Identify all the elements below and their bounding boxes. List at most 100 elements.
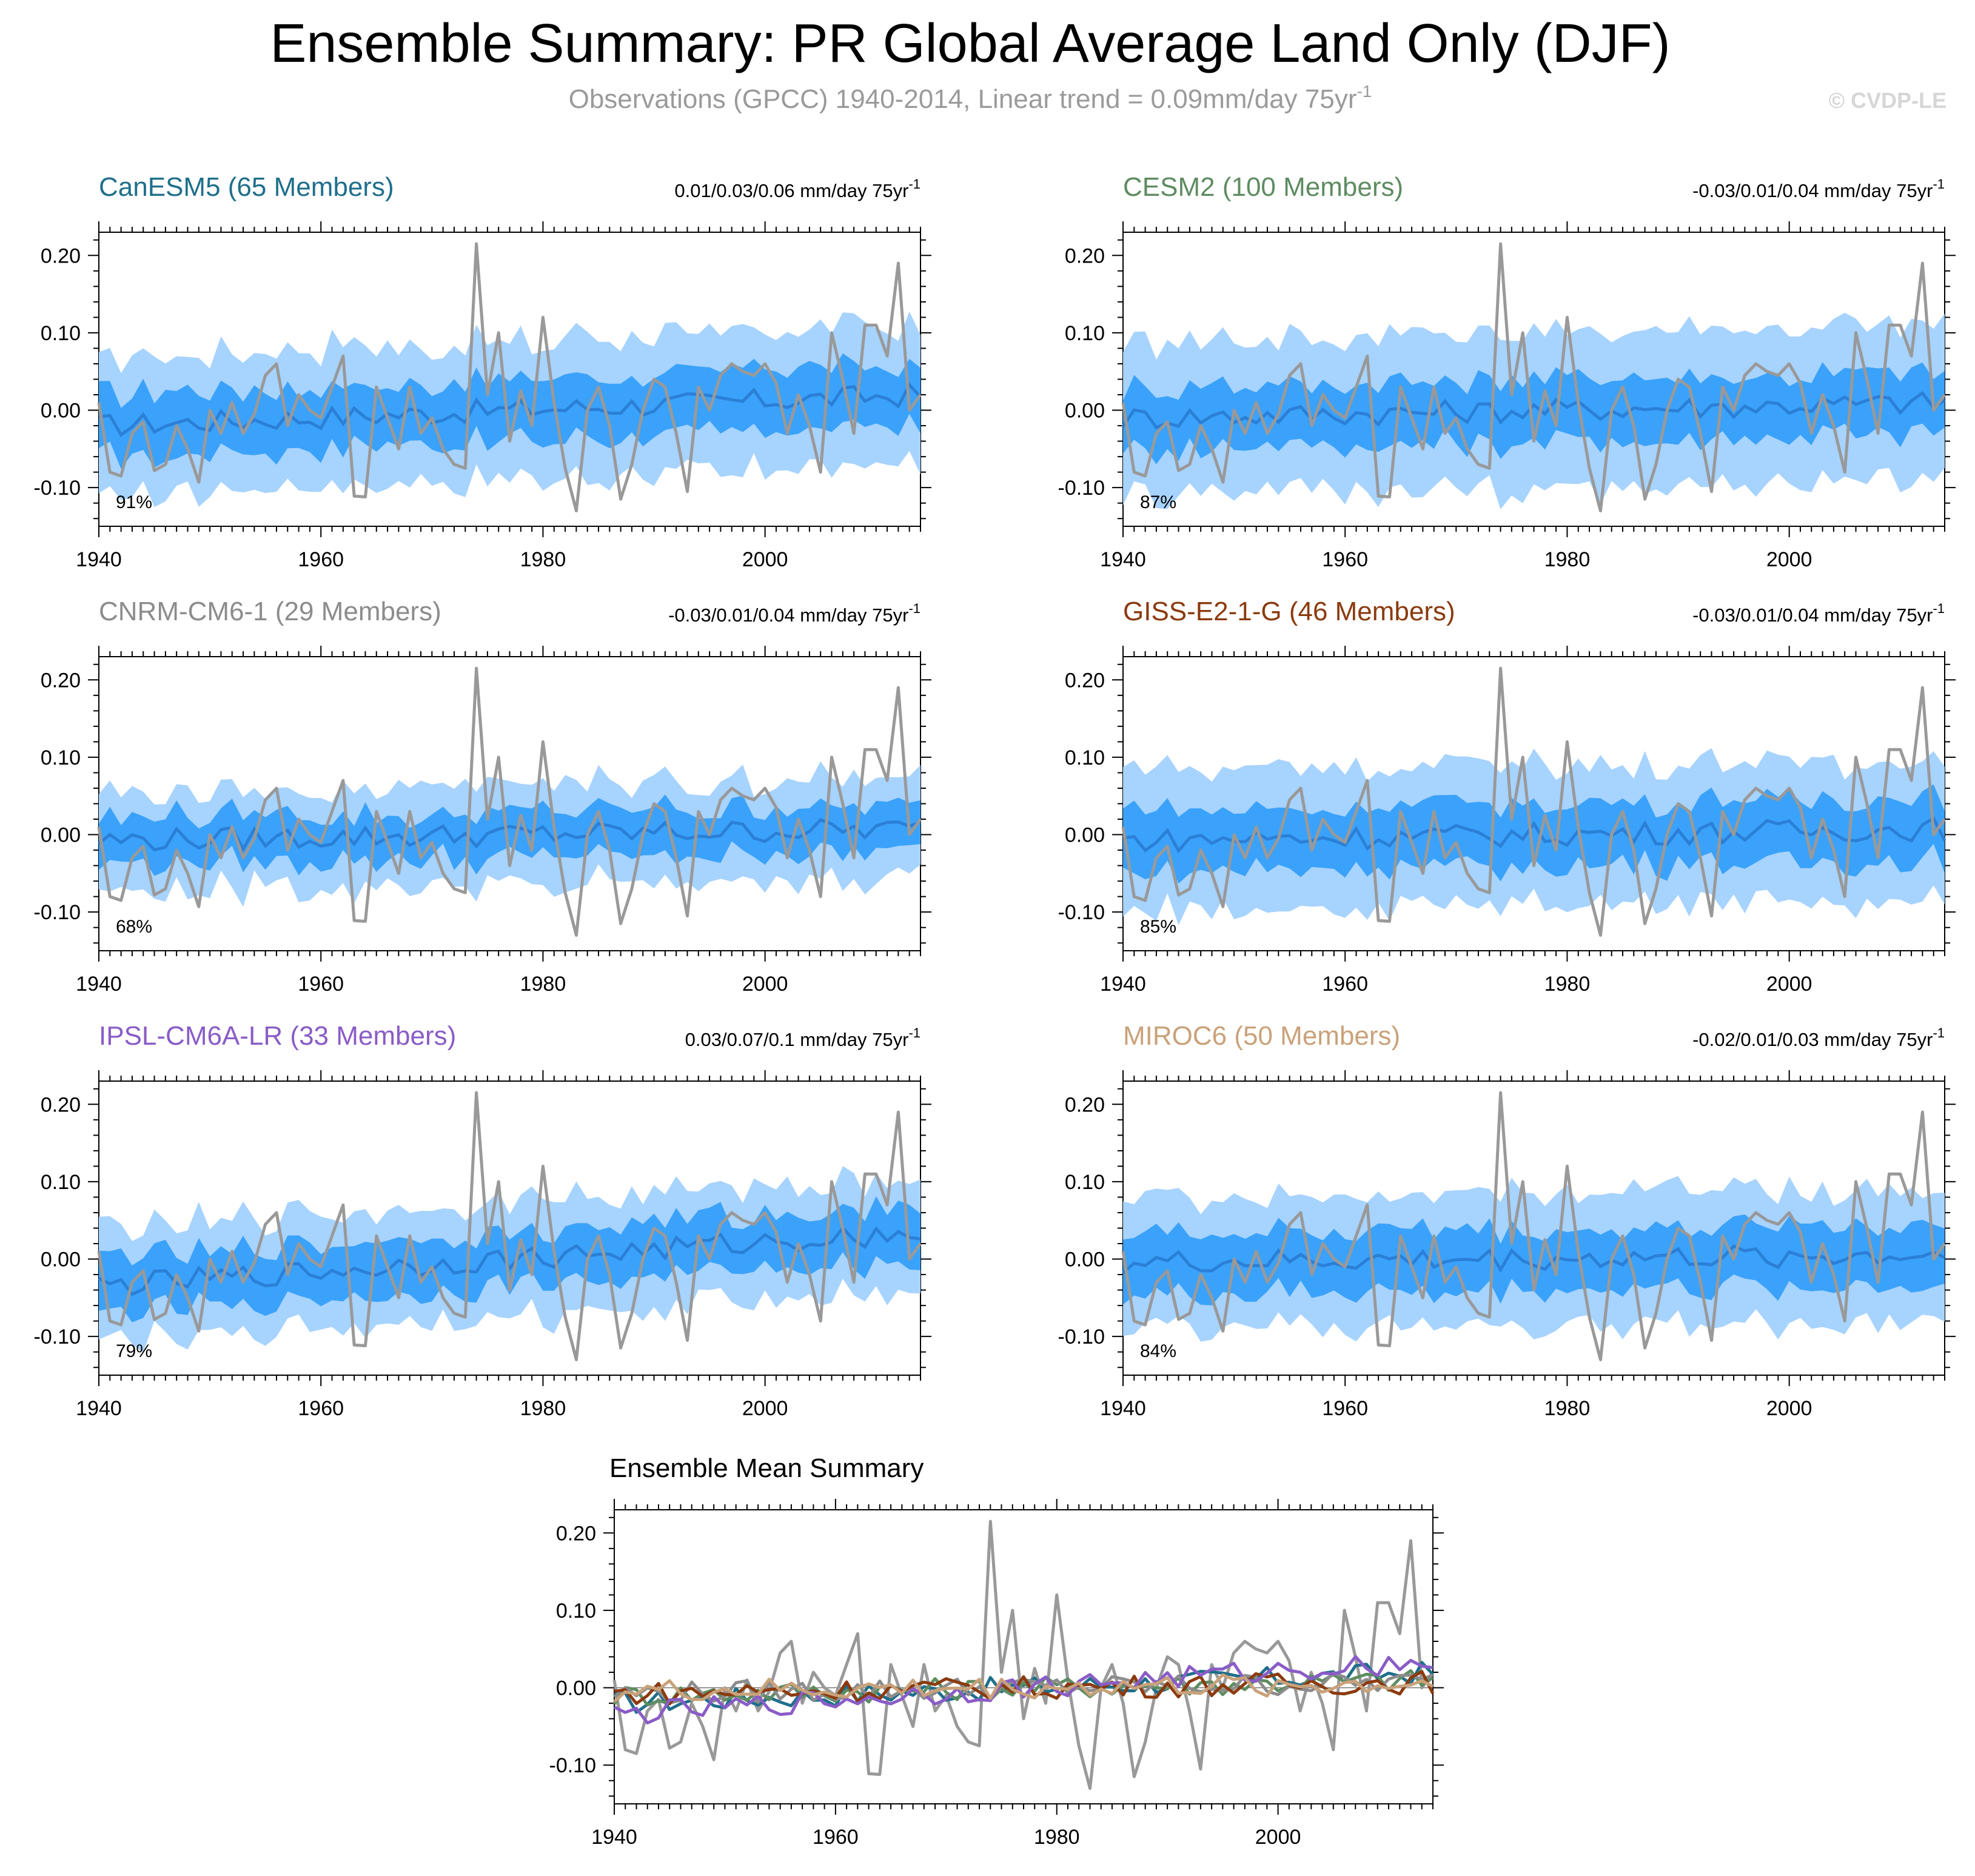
trend-label: -0.02/0.01/0.03 mm/day 75yr-1 — [1692, 1025, 1945, 1050]
model-title: MIROC6 (50 Members) — [1123, 1021, 1400, 1051]
y-tick-label: 0.10 — [41, 322, 81, 345]
y-tick-label: -0.10 — [549, 1754, 597, 1777]
y-tick-label: 0.10 — [556, 1600, 596, 1623]
trend-sup: -1 — [1933, 601, 1945, 616]
x-tick-label: 1980 — [1544, 1397, 1591, 1420]
x-tick-label: 1940 — [1100, 973, 1146, 996]
y-tick-label: 0.20 — [1065, 244, 1105, 267]
percent-label: 79% — [116, 1341, 152, 1361]
figure-subtitle-text: Observations (GPCC) 1940-2014, Linear tr… — [569, 84, 1357, 114]
y-tick-label: 0.00 — [41, 824, 81, 847]
observations-line — [1121, 666, 1946, 937]
summary-ensemble-mean-ipsl-cm6a-lr — [613, 1655, 1433, 1725]
x-tick-label: 2000 — [1766, 973, 1812, 996]
observations-line — [97, 1091, 922, 1361]
trend-text: 0.03/0.07/0.1 mm/day 75yr — [685, 1029, 909, 1050]
summary-observations-line — [612, 1519, 1435, 1790]
x-tick-label: 1940 — [76, 548, 122, 571]
model-panel-miroc6: 1940 1960 1980 2000 0.20 0.10 0.00 -0.10 MIROC6 … — [1058, 1021, 1956, 1420]
trend-label: 0.03/0.07/0.1 mm/day 75yr-1 — [685, 1025, 920, 1050]
percent-label: 68% — [116, 917, 152, 937]
trend-text: -0.03/0.01/0.04 mm/day 75yr — [1692, 180, 1933, 201]
trend-text: -0.02/0.01/0.03 mm/day 75yr — [1692, 1029, 1933, 1050]
summary-title: Ensemble Mean Summary — [609, 1453, 924, 1483]
x-tick-label: 2000 — [1255, 1826, 1301, 1849]
model-panel-canesm5: 1940 1960 1980 2000 0.20 0.10 0.00 -0.10 CanESM5… — [34, 172, 931, 571]
model-panel-giss-e2-1-g: 1940 1960 1980 2000 0.20 0.10 0.00 -0.10 GISS-E2… — [1058, 597, 1956, 996]
trend-text: 0.01/0.03/0.06 mm/day 75yr — [674, 180, 908, 201]
trend-sup: -1 — [908, 176, 920, 192]
y-tick-label: 0.00 — [556, 1677, 596, 1700]
x-tick-label: 1960 — [298, 1397, 344, 1420]
y-tick-label: -0.10 — [34, 1325, 81, 1348]
model-title: IPSL-CM6A-LR (33 Members) — [99, 1021, 456, 1051]
trend-text: -0.03/0.01/0.04 mm/day 75yr — [1692, 605, 1933, 626]
y-tick-label: 0.20 — [556, 1522, 596, 1545]
ensemble-mean-summary-panel: Ensemble Mean Summary 1940 1960 1980 2000 0.2… — [549, 1453, 1444, 1849]
x-tick-label: 2000 — [1766, 1397, 1812, 1420]
observations-line — [1121, 1091, 1946, 1361]
trend-sup: -1 — [1933, 1025, 1945, 1040]
inner-spread-band — [1123, 362, 1945, 464]
y-tick-label: 0.20 — [1065, 669, 1105, 692]
x-tick-label: 1980 — [520, 548, 566, 571]
trend-label: -0.03/0.01/0.04 mm/day 75yr-1 — [668, 601, 920, 626]
trend-sup: -1 — [1933, 176, 1945, 192]
x-tick-label: 1980 — [1034, 1826, 1080, 1849]
x-tick-label: 1940 — [591, 1826, 637, 1849]
y-tick-label: 0.00 — [1065, 400, 1105, 423]
inner-spread-band — [99, 1196, 920, 1322]
observations-line — [97, 242, 922, 512]
x-tick-label: 1940 — [76, 973, 122, 996]
x-tick-label: 2000 — [742, 1397, 788, 1420]
y-tick-label: -0.10 — [1058, 901, 1105, 924]
x-tick-label: 1960 — [813, 1826, 859, 1849]
inner-spread-band — [99, 794, 920, 876]
model-title: CanESM5 (65 Members) — [99, 172, 394, 202]
x-tick-label: 1960 — [1322, 1397, 1368, 1420]
trend-label: -0.03/0.01/0.04 mm/day 75yr-1 — [1692, 176, 1945, 201]
x-tick-label: 1960 — [1322, 973, 1368, 996]
summary-ensemble-mean-miroc6 — [613, 1673, 1434, 1703]
x-tick-label: 1980 — [1544, 548, 1591, 571]
x-tick-label: 1980 — [1544, 973, 1591, 996]
trend-sup: -1 — [908, 1025, 920, 1040]
percent-label: 84% — [1140, 1341, 1176, 1361]
model-panel-ipsl-cm6a-lr: 1940 1960 1980 2000 0.20 0.10 0.00 -0.10 IPSL-CM… — [34, 1021, 931, 1420]
copyright-label: © CVDP-LE — [1828, 88, 1946, 113]
plot-frame — [614, 1509, 1433, 1804]
model-panel-cnrm-cm6-1: 1940 1960 1980 2000 0.20 0.10 0.00 -0.10 CNRM-CM… — [34, 597, 931, 996]
percent-label: 87% — [1140, 492, 1176, 512]
ensemble-mean-line — [98, 382, 922, 437]
x-tick-label: 1960 — [1322, 548, 1368, 571]
percent-label: 85% — [1140, 917, 1176, 937]
trend-label: -0.03/0.01/0.04 mm/day 75yr-1 — [1692, 601, 1945, 626]
model-panel-cesm2: 1940 1960 1980 2000 0.20 0.10 0.00 -0.10 CESM2 (… — [1058, 172, 1956, 571]
y-tick-label: 0.00 — [41, 400, 81, 423]
y-tick-label: 0.10 — [1065, 1171, 1105, 1194]
panels-group: 1940 1960 1980 2000 0.20 0.10 0.00 -0.10 CanESM5… — [34, 172, 1956, 1420]
y-tick-label: -0.10 — [1058, 477, 1105, 500]
y-tick-label: 0.10 — [1065, 746, 1105, 769]
y-tick-label: 0.10 — [41, 746, 81, 769]
y-tick-label: -0.10 — [34, 477, 81, 500]
y-tick-label: 0.00 — [41, 1248, 81, 1271]
y-tick-label: 0.10 — [41, 1171, 81, 1194]
y-tick-label: -0.10 — [34, 901, 81, 924]
y-tick-label: 0.10 — [1065, 322, 1105, 345]
inner-spread-band — [1123, 784, 1945, 884]
observations-line — [1121, 242, 1946, 512]
y-tick-label: -0.10 — [1058, 1325, 1105, 1348]
figure-subtitle: Observations (GPCC) 1940-2014, Linear tr… — [569, 82, 1372, 114]
x-tick-label: 2000 — [742, 548, 788, 571]
y-tick-label: 0.20 — [41, 669, 81, 692]
model-title: CESM2 (100 Members) — [1123, 172, 1403, 202]
figure-subtitle-sup: -1 — [1356, 82, 1372, 101]
y-tick-label: 0.00 — [1065, 1248, 1105, 1271]
x-tick-label: 1960 — [298, 973, 344, 996]
y-tick-label: 0.20 — [41, 1093, 81, 1116]
trend-sup: -1 — [908, 601, 920, 616]
percent-label: 91% — [116, 492, 152, 512]
trend-label: 0.01/0.03/0.06 mm/day 75yr-1 — [674, 176, 920, 201]
